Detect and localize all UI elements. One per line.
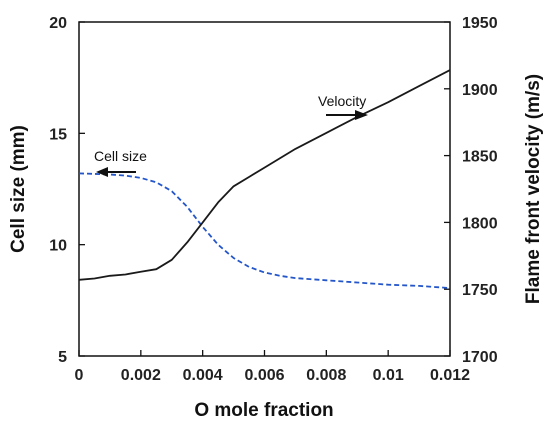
y-tick-label: 5 bbox=[58, 349, 67, 366]
y2-tick-label: 1800 bbox=[462, 215, 498, 232]
x-axis-title: O mole fraction bbox=[194, 400, 333, 421]
annotation-velocity: Velocity bbox=[318, 93, 366, 109]
x-tick-label: 0.002 bbox=[121, 367, 161, 384]
x-tick-label: 0.01 bbox=[373, 367, 404, 384]
series-line-velocity bbox=[78, 69, 451, 281]
y-tick-label: 20 bbox=[49, 15, 67, 32]
x-tick-label: 0.004 bbox=[183, 367, 223, 384]
y2-tick-label: 1950 bbox=[462, 15, 498, 32]
x-tick-label: 0 bbox=[75, 367, 84, 384]
y2-tick-label: 1750 bbox=[462, 282, 498, 299]
plot-frame bbox=[78, 21, 451, 357]
series-line-cell-size bbox=[78, 172, 451, 289]
arrow-right-icon bbox=[326, 110, 368, 120]
y-tick-label: 15 bbox=[49, 126, 67, 143]
ticks-layer: 0 0.002 0.004 0.006 0.008 0.01 0.012 5 10 15 20 170… bbox=[49, 15, 497, 384]
arrow-left-icon bbox=[96, 167, 136, 177]
x-tick-label: 0.006 bbox=[244, 367, 284, 384]
y2-tick-label: 1700 bbox=[462, 349, 498, 366]
y2-tick-label: 1900 bbox=[462, 82, 498, 99]
x-tick-label: 0.012 bbox=[430, 367, 470, 384]
x-tick-label: 0.008 bbox=[306, 367, 346, 384]
y-tick-label: 10 bbox=[49, 238, 67, 255]
y2-axis-title: Flame front velocity (m/s) bbox=[523, 74, 544, 304]
series-layer bbox=[78, 69, 451, 289]
annotation-cell-size: Cell size bbox=[94, 148, 147, 164]
y2-tick-label: 1850 bbox=[462, 149, 498, 166]
y-axis-title: Cell size (mm) bbox=[8, 125, 29, 253]
